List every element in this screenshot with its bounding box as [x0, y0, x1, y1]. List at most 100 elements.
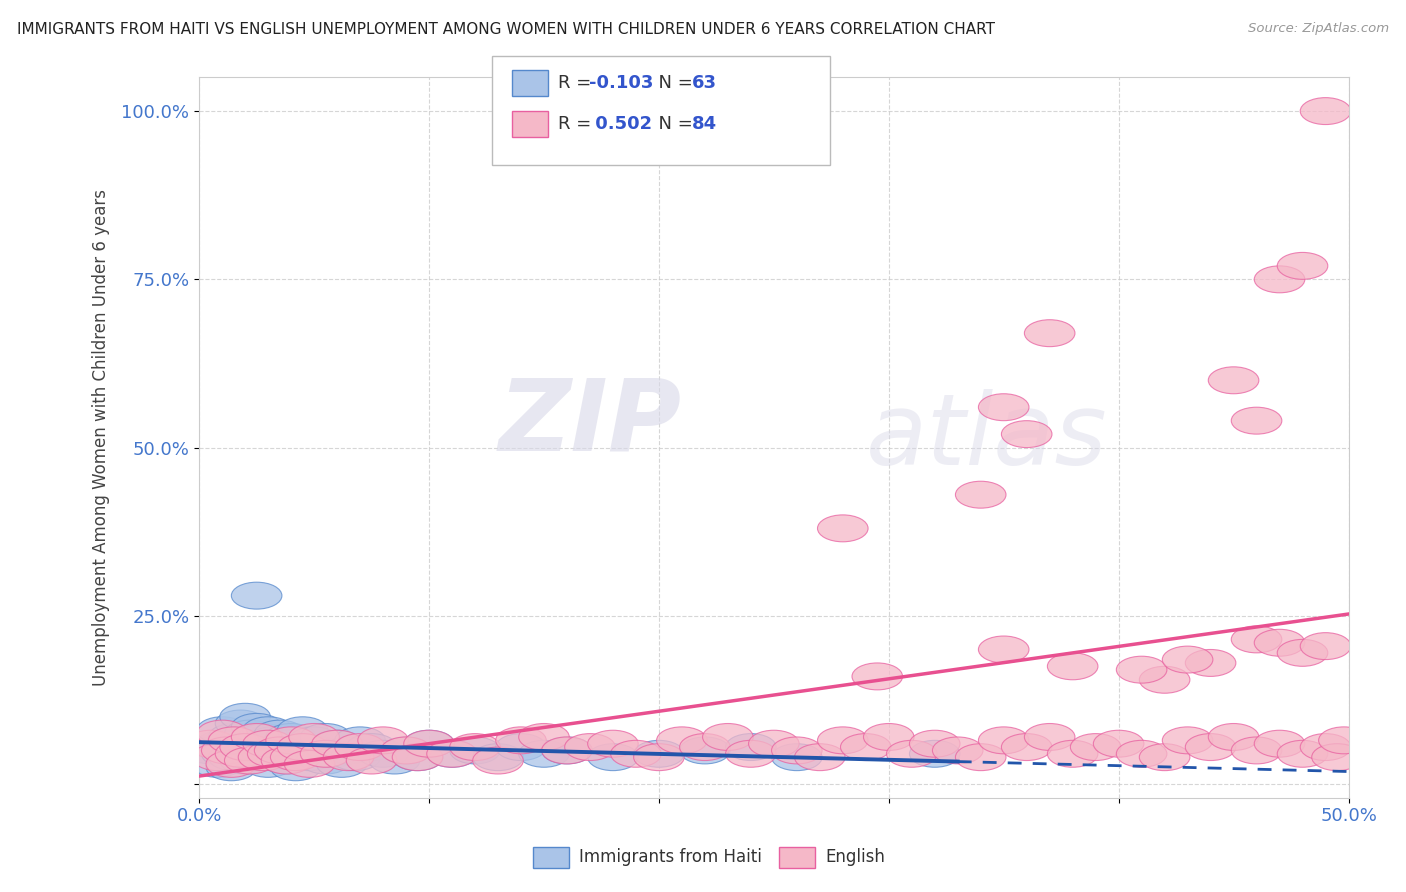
Ellipse shape [254, 737, 305, 764]
Ellipse shape [301, 740, 352, 767]
Ellipse shape [335, 727, 385, 754]
Ellipse shape [772, 744, 823, 771]
Ellipse shape [910, 731, 960, 757]
Ellipse shape [817, 727, 868, 754]
Ellipse shape [225, 720, 276, 747]
Text: atlas: atlas [866, 389, 1108, 486]
Ellipse shape [932, 737, 983, 764]
Ellipse shape [841, 733, 891, 761]
Ellipse shape [1208, 367, 1258, 393]
Ellipse shape [956, 744, 1007, 771]
Ellipse shape [634, 740, 685, 767]
Ellipse shape [312, 731, 363, 757]
Ellipse shape [225, 737, 276, 764]
Ellipse shape [1254, 629, 1305, 657]
Ellipse shape [301, 723, 352, 750]
Ellipse shape [357, 727, 408, 754]
Ellipse shape [301, 747, 352, 774]
Ellipse shape [1232, 408, 1282, 434]
Ellipse shape [381, 737, 432, 764]
Ellipse shape [335, 733, 385, 761]
Ellipse shape [1208, 723, 1258, 750]
Ellipse shape [1094, 731, 1144, 757]
Ellipse shape [247, 740, 298, 767]
Text: 63: 63 [692, 74, 717, 92]
Ellipse shape [219, 727, 270, 754]
Text: N =: N = [647, 74, 699, 92]
Ellipse shape [219, 747, 270, 774]
Ellipse shape [247, 727, 298, 754]
Ellipse shape [381, 737, 432, 764]
Ellipse shape [288, 723, 339, 750]
Ellipse shape [1277, 740, 1327, 767]
Ellipse shape [1163, 646, 1213, 673]
Ellipse shape [232, 714, 283, 740]
Ellipse shape [357, 740, 408, 767]
Ellipse shape [703, 723, 754, 750]
Ellipse shape [1025, 723, 1076, 750]
Ellipse shape [207, 750, 257, 777]
Ellipse shape [1185, 649, 1236, 676]
Ellipse shape [910, 740, 960, 767]
Ellipse shape [201, 740, 252, 767]
Ellipse shape [215, 733, 266, 761]
Ellipse shape [307, 740, 357, 767]
Ellipse shape [262, 731, 312, 757]
Ellipse shape [370, 747, 420, 774]
Ellipse shape [472, 747, 523, 774]
Ellipse shape [232, 723, 283, 750]
Ellipse shape [541, 737, 592, 764]
Ellipse shape [193, 750, 243, 777]
Ellipse shape [254, 737, 305, 764]
Ellipse shape [1070, 733, 1121, 761]
Ellipse shape [197, 720, 247, 747]
Ellipse shape [207, 754, 257, 780]
Ellipse shape [312, 731, 363, 757]
Ellipse shape [266, 727, 316, 754]
Ellipse shape [392, 744, 443, 771]
Ellipse shape [215, 740, 266, 767]
Ellipse shape [450, 733, 501, 761]
Ellipse shape [243, 750, 294, 777]
Ellipse shape [886, 740, 936, 767]
Ellipse shape [541, 737, 592, 764]
Ellipse shape [956, 482, 1007, 508]
Ellipse shape [1301, 97, 1351, 125]
Ellipse shape [215, 710, 266, 737]
Ellipse shape [1254, 731, 1305, 757]
Ellipse shape [1001, 421, 1052, 448]
Ellipse shape [346, 747, 396, 774]
Ellipse shape [270, 744, 321, 771]
Ellipse shape [243, 731, 294, 757]
Ellipse shape [232, 582, 283, 609]
Ellipse shape [404, 731, 454, 757]
Ellipse shape [1047, 653, 1098, 680]
Ellipse shape [748, 731, 799, 757]
Ellipse shape [450, 737, 501, 764]
Ellipse shape [519, 740, 569, 767]
Text: -0.103: -0.103 [589, 74, 654, 92]
Ellipse shape [323, 737, 374, 764]
Ellipse shape [232, 731, 283, 757]
Ellipse shape [284, 750, 335, 777]
Ellipse shape [1301, 733, 1351, 761]
Ellipse shape [427, 740, 477, 767]
Ellipse shape [1001, 733, 1052, 761]
Ellipse shape [1116, 657, 1167, 683]
Ellipse shape [1025, 319, 1076, 347]
Text: ZIP: ZIP [499, 375, 682, 472]
Text: Immigrants from Haiti: Immigrants from Haiti [579, 848, 762, 866]
Ellipse shape [1139, 666, 1189, 693]
Ellipse shape [232, 744, 283, 771]
Ellipse shape [1163, 727, 1213, 754]
Ellipse shape [247, 744, 298, 771]
Text: IMMIGRANTS FROM HAITI VS ENGLISH UNEMPLOYMENT AMONG WOMEN WITH CHILDREN UNDER 6 : IMMIGRANTS FROM HAITI VS ENGLISH UNEMPLO… [17, 22, 995, 37]
Ellipse shape [208, 744, 259, 771]
Ellipse shape [277, 717, 328, 744]
Ellipse shape [1301, 632, 1351, 659]
Ellipse shape [725, 740, 776, 767]
Ellipse shape [219, 733, 270, 761]
Ellipse shape [1277, 640, 1327, 666]
Ellipse shape [772, 737, 823, 764]
Ellipse shape [1116, 740, 1167, 767]
